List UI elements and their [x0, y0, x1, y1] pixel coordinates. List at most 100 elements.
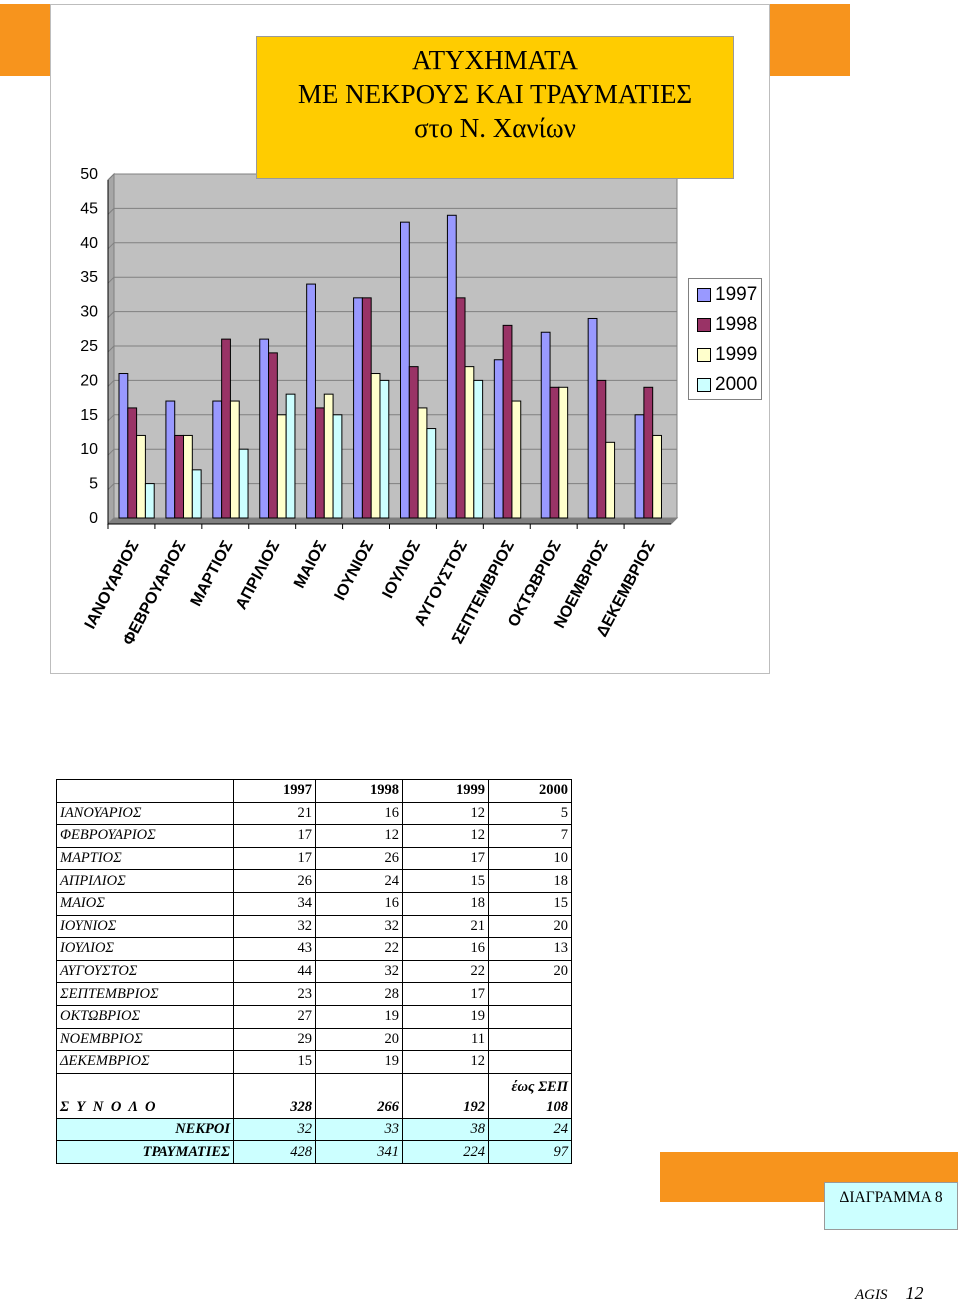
footer: AGIS 12 — [855, 1283, 924, 1304]
value-cell: 20 — [488, 914, 572, 939]
value-cell: 20 — [315, 1027, 403, 1052]
bar-1997 — [446, 214, 457, 519]
deaths-row-value: 24 — [488, 1117, 572, 1142]
value-cell: 43 — [233, 937, 316, 961]
gridline-side — [107, 414, 115, 422]
bar-1999 — [183, 434, 193, 519]
header-year-1999: 1999 — [402, 779, 489, 803]
bar-1999 — [323, 393, 334, 519]
total-value: 328 — [233, 1072, 316, 1119]
injured-row-value: 97 — [488, 1140, 572, 1164]
table-row: ΙΑΝΟΥΑΡΙΟΣ 21 16 12 5 — [56, 801, 572, 826]
bar-1999 — [464, 366, 475, 519]
bar-1998 — [643, 386, 654, 519]
value-cell: 26 — [233, 869, 316, 893]
deaths-row-value: 32 — [233, 1117, 316, 1142]
chart-title-line-2: ΜΕ ΝΕΚΡΟΥΣ ΚΑΙ ΤΡΑΥΜΑΤΙΕΣ — [297, 79, 693, 109]
deaths-row: ΝΕΚΡΟΙ 32 33 38 24 — [56, 1117, 572, 1142]
bar-2000 — [238, 448, 249, 519]
gridline-side — [107, 173, 115, 181]
value-cell: 7 — [488, 824, 572, 848]
bar-chart: 05101520253035404550ΙΑΝΟΥΑΡΙΟΣΦΕΒΡΟΥΑΡΙΟ… — [80, 166, 679, 648]
table-row: ΑΠΡΙΛΙΟΣ 26 24 15 18 — [56, 869, 572, 893]
value-cell — [488, 1004, 572, 1029]
y-tick-label: 50 — [80, 166, 98, 183]
legend-swatch-1998 — [697, 318, 711, 332]
value-cell: 15 — [402, 869, 489, 893]
gridline-side — [107, 276, 115, 284]
header-year-1998: 1998 — [315, 779, 403, 803]
injured-row-value: 428 — [233, 1140, 316, 1164]
bar-2000 — [379, 379, 390, 519]
gridline-side — [107, 311, 115, 318]
month-cell: ΑΥΓΟΥΣΤΟΣ — [56, 959, 234, 984]
value-cell: 15 — [488, 891, 572, 916]
value-cell: 22 — [315, 937, 403, 961]
value-cell: 11 — [402, 1027, 489, 1052]
table-row: ΟΚΤΩΒΡΙΟΣ 27 19 19 — [56, 1004, 572, 1029]
injured-row-value: 341 — [315, 1140, 403, 1164]
value-cell: 28 — [315, 982, 403, 1006]
footer-brand: AGIS — [855, 1287, 888, 1303]
bar-1999 — [370, 373, 381, 519]
gridline-side — [107, 517, 115, 525]
chart-title-line-3: στο Ν. Χανίων — [414, 113, 576, 143]
bar-1999 — [136, 434, 146, 519]
value-cell: 16 — [315, 891, 403, 916]
value-cell: 12 — [402, 1050, 489, 1074]
bar-1998 — [361, 297, 372, 519]
bar-1999 — [558, 386, 569, 519]
total-value-text: 108 — [546, 1098, 568, 1115]
table-row: ΦΕΒΡΟΥΑΡΙΟΣ 17 12 12 7 — [56, 824, 572, 848]
value-cell: 19 — [315, 1004, 403, 1029]
value-cell: 12 — [402, 824, 489, 848]
month-cell: ΜΑΡΤΙΟΣ — [56, 846, 234, 871]
deaths-row-label: ΝΕΚΡΟΙ — [56, 1117, 234, 1142]
bar-1997 — [212, 400, 223, 519]
month-cell: ΝΟΕΜΒΡΙΟΣ — [56, 1027, 234, 1052]
value-cell: 26 — [315, 846, 403, 871]
value-cell: 20 — [488, 959, 572, 984]
bar-1999 — [229, 400, 240, 519]
bar-1998 — [502, 324, 513, 519]
bar-1997 — [353, 297, 363, 519]
table-row: ΣΕΠΤΕΜΒΡΙΟΣ 23 28 17 — [56, 982, 572, 1006]
table-row: ΜΑΙΟΣ 34 16 18 15 — [56, 891, 572, 916]
gridline-side — [107, 242, 115, 250]
y-tick-label: 25 — [80, 338, 98, 355]
value-cell: 17 — [402, 982, 489, 1006]
legend-label-1999: 1999 — [715, 344, 758, 365]
injured-row-label: ΤΡΑΥΜΑΤΙΕΣ — [56, 1140, 234, 1164]
total-value: 266 — [315, 1072, 403, 1119]
bar-1997 — [634, 414, 645, 519]
bar-1999 — [605, 441, 616, 519]
gridline-side — [107, 208, 115, 215]
total-row: Σ Υ Ν Ο Λ Ο 328 266 192 έως ΣΕΠ 108 — [56, 1072, 572, 1119]
bar-2000 — [473, 379, 484, 519]
chart-frame: 0 5 10 15 20 25 30 35 40 45 50 ΙΑΝΟΥΑΡΙΟΣ ΦΕΒΡΟΥΑΡΙΟ… — [50, 4, 770, 674]
bar-2000 — [332, 414, 343, 519]
gridline-side — [107, 448, 115, 456]
data-table: 1997 1998 1999 2000 ΙΑΝΟΥΑΡΙΟΣ 21 16 12 5 ΦΕΒΡΟΥΑ… — [56, 779, 572, 1164]
value-cell: 12 — [315, 824, 403, 848]
bar-1999 — [417, 407, 428, 519]
legend-swatch-1999 — [697, 348, 711, 362]
legend-label-2000: 2000 — [715, 374, 758, 395]
month-cell: ΔΕΚΕΜΒΡΙΟΣ — [56, 1050, 234, 1074]
month-cell: ΙΑΝΟΥΑΡΙΟΣ — [56, 801, 234, 826]
value-cell: 16 — [402, 937, 489, 961]
value-cell: 21 — [233, 801, 316, 826]
total-value: έως ΣΕΠ 108 — [488, 1072, 572, 1119]
bar-1998 — [408, 366, 419, 519]
header-blank — [56, 779, 234, 803]
bar-1997 — [306, 283, 316, 519]
gridline-side — [107, 380, 115, 387]
gridline-side — [107, 345, 115, 353]
value-cell: 32 — [233, 914, 316, 939]
deaths-row-value: 33 — [315, 1117, 403, 1142]
y-tick-label: 15 — [80, 407, 98, 424]
y-tick-label: 35 — [80, 269, 98, 286]
x-tick-label: ΑΠΡΙΛΙΟΣ — [233, 538, 284, 613]
bar-1997 — [400, 221, 410, 519]
bar-2000 — [191, 469, 202, 519]
